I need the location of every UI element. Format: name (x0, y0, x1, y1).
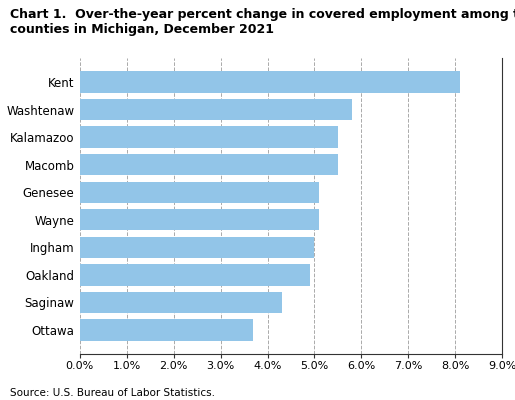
Bar (80, 126, 338, 148)
Bar (80, 182, 319, 203)
Bar (80, 236, 315, 258)
Text: Chart 1.  Over-the-year percent change in covered employment among the largest
c: Chart 1. Over-the-year percent change in… (10, 8, 515, 36)
Bar (80, 154, 338, 176)
Bar (80, 264, 310, 286)
Bar (80, 99, 352, 120)
Bar (80, 209, 319, 230)
Text: Source: U.S. Bureau of Labor Statistics.: Source: U.S. Bureau of Labor Statistics. (10, 388, 215, 398)
Bar (80, 292, 282, 313)
Bar (80, 319, 253, 340)
Bar (80, 72, 460, 93)
